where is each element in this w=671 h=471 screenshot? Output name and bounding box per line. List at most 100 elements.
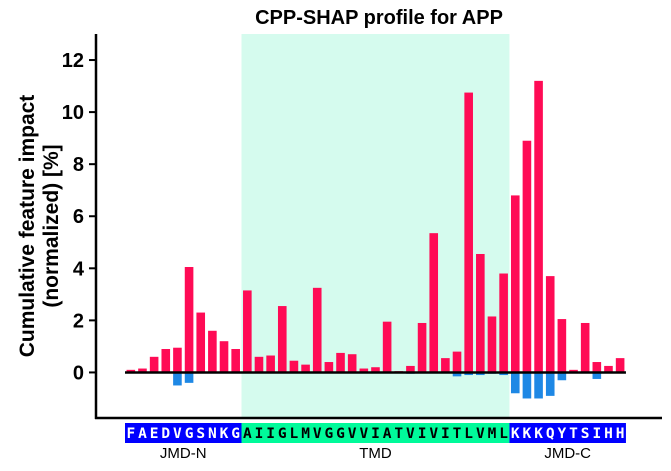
positive-bar-12 [266, 355, 275, 373]
positive-bar-40 [592, 362, 602, 373]
residue-22: A [383, 426, 392, 442]
negative-bar-40 [592, 372, 602, 379]
positive-bar-19 [347, 354, 357, 373]
y-tick-label-0: 0 [73, 362, 84, 384]
residue-33: K [511, 426, 520, 442]
residue-2: E [150, 426, 159, 442]
y-tick-label-4: 4 [73, 258, 85, 280]
negative-bar-28 [452, 372, 462, 377]
positive-bar-8 [219, 341, 229, 373]
residue-13: G [278, 426, 287, 442]
y-axis-label-line-2: (normalized) [%] [40, 144, 63, 307]
positive-bar-5 [184, 267, 194, 373]
positive-bar-22 [382, 321, 392, 373]
sequence-box-jmd-n [125, 423, 242, 443]
positive-bar-28 [452, 351, 462, 373]
residue-27: I [441, 426, 450, 442]
residue-18: G [336, 426, 345, 442]
sequence-box-tmd [241, 423, 510, 443]
residue-6: S [196, 426, 205, 442]
positive-bar-4 [173, 347, 182, 373]
y-tick-label-2: 2 [73, 310, 84, 332]
positive-bar-29 [464, 92, 473, 373]
negative-bar-29 [464, 372, 473, 376]
positive-bar-39 [580, 322, 590, 373]
sequence-box-jmd-c [509, 423, 626, 443]
negative-bar-35 [534, 372, 543, 399]
residue-32: L [499, 426, 508, 442]
residue-37: Y [558, 426, 567, 442]
positive-bar-9 [231, 349, 240, 373]
positive-bar-32 [499, 273, 508, 373]
region-label-jmd-n: JMD-N [160, 445, 207, 462]
positive-bar-15 [301, 364, 310, 373]
positive-bar-26 [429, 233, 439, 373]
residue-12: I [266, 426, 275, 442]
residue-15: M [301, 426, 310, 442]
axes-layer: 0 2 4 6 8 10 12 [62, 34, 662, 420]
residue-3: D [161, 426, 170, 442]
positive-bar-11 [254, 356, 264, 373]
positive-bar-21 [371, 367, 380, 373]
positive-bar-10 [243, 290, 252, 373]
positive-bar-17 [324, 362, 334, 373]
residue-41: H [604, 426, 613, 442]
residue-10: A [243, 426, 252, 442]
y-tick-label-10: 10 [62, 102, 84, 124]
positive-bar-2 [149, 356, 159, 373]
positive-bar-16 [312, 287, 322, 373]
residue-17: G [325, 426, 334, 442]
residue-20: V [359, 426, 368, 442]
residue-36: Q [546, 426, 555, 442]
residue-30: V [476, 426, 485, 442]
positive-bar-25 [417, 322, 427, 373]
residue-19: V [348, 426, 357, 442]
positive-bar-7 [208, 330, 217, 373]
residue-24: V [406, 426, 415, 442]
residue-39: S [581, 426, 590, 442]
residue-34: K [523, 426, 532, 442]
positive-bar-3 [161, 349, 171, 373]
y-axis-label-line-1: Cumulative feature impact [16, 95, 39, 358]
positive-bar-31 [487, 316, 497, 373]
residue-26: V [429, 426, 438, 442]
residue-35: K [534, 426, 543, 442]
positive-bar-35 [534, 80, 543, 373]
positive-bar-41 [604, 365, 613, 373]
region-label-tmd: TMD [359, 445, 392, 462]
negative-bar-32 [499, 372, 508, 376]
positive-bar-42 [615, 358, 625, 373]
residue-40: I [592, 426, 601, 442]
residue-11: I [255, 426, 264, 442]
positive-bar-30 [476, 253, 485, 373]
positive-bar-20 [359, 368, 369, 373]
residue-4: V [173, 426, 182, 442]
residue-25: I [418, 426, 427, 442]
bars-layer [126, 80, 625, 399]
residue-21: I [371, 426, 380, 442]
positive-bar-14 [289, 360, 299, 373]
negative-bar-34 [522, 372, 532, 399]
residue-1: A [138, 426, 147, 442]
residue-31: M [488, 426, 497, 442]
positive-bar-38 [569, 369, 578, 373]
negative-bar-36 [545, 372, 555, 396]
positive-bar-33 [510, 195, 520, 373]
residue-23: T [394, 426, 403, 442]
positive-bar-37 [557, 319, 567, 373]
residue-8: K [220, 426, 229, 442]
residue-29: L [464, 426, 473, 442]
residue-0: F [126, 426, 135, 442]
negative-bar-33 [510, 372, 520, 394]
positive-bar-24 [406, 365, 415, 373]
negative-bar-37 [557, 372, 567, 381]
y-tick-label-8: 8 [73, 154, 84, 176]
residue-5: G [185, 426, 194, 442]
y-axis-label: Cumulative feature impact (normalized) [%… [16, 95, 63, 358]
residue-9: G [231, 426, 240, 442]
residue-28: T [453, 426, 462, 442]
y-tick-label-12: 12 [62, 50, 84, 72]
y-tick-label-6: 6 [73, 206, 84, 228]
residue-42: H [616, 426, 625, 442]
